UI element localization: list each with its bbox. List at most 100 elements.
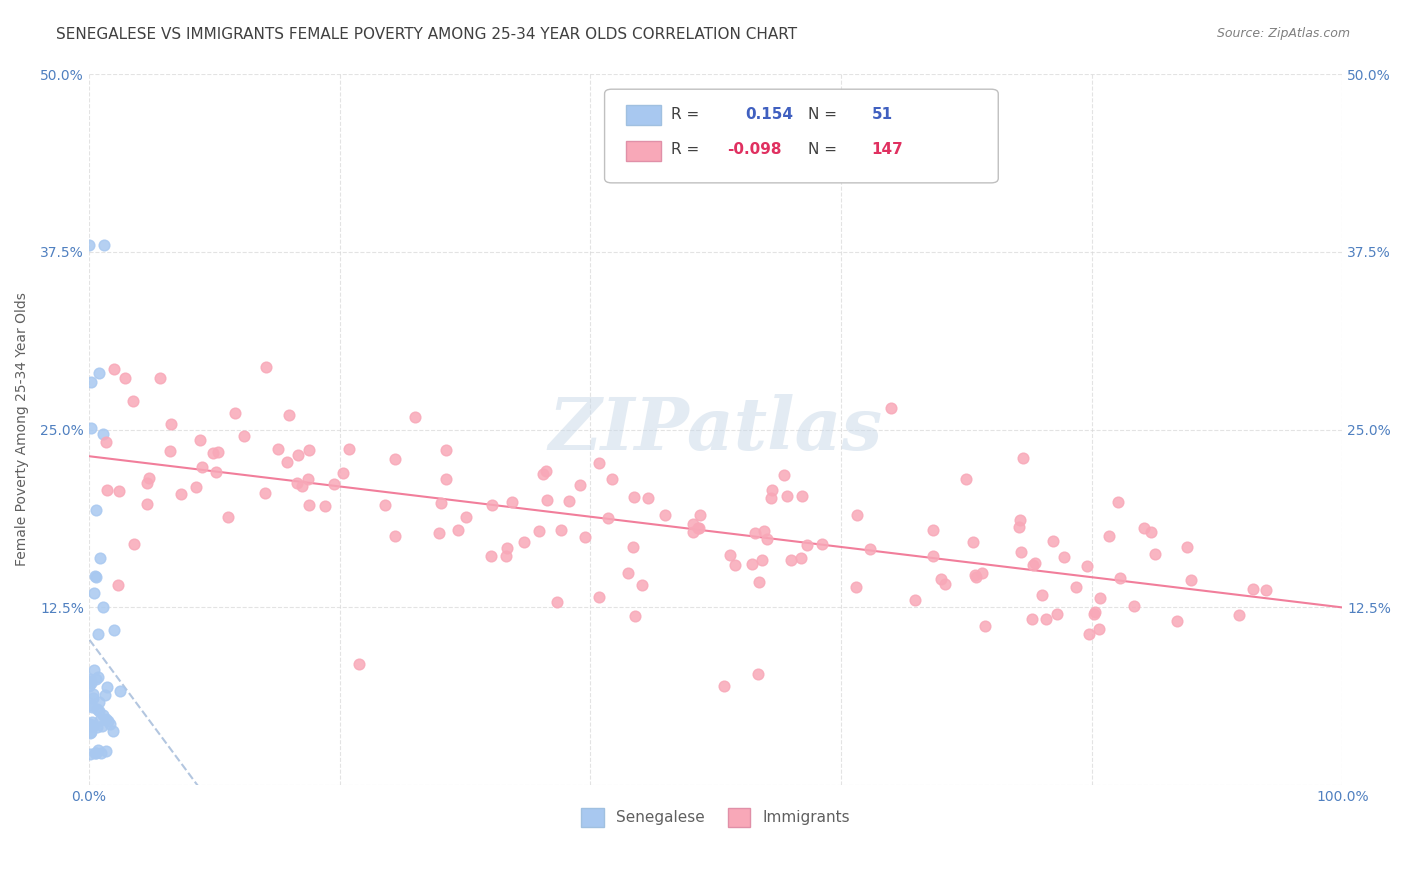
Point [955, 471, 977, 485]
Point [278, 408, 301, 422]
Point [87, 366, 110, 380]
Point [107, 578, 129, 592]
Point [1256, 582, 1278, 597]
Point [1132, 521, 1154, 535]
Point [558, 493, 581, 508]
Point [1012, 450, 1035, 465]
Point [114, 370, 136, 384]
Point [588, 590, 610, 604]
Point [80, 725, 103, 739]
Point [1088, 591, 1111, 605]
Point [94, 712, 117, 726]
Point [83, 569, 105, 583]
Point [686, 521, 709, 535]
Point [217, 509, 239, 524]
Point [384, 452, 406, 467]
Point [291, 479, 314, 493]
Point [253, 485, 276, 500]
Point [574, 530, 596, 544]
Point [481, 498, 503, 512]
Point [568, 478, 591, 492]
Point [1175, 540, 1198, 554]
Point [724, 558, 747, 572]
Point [91, 427, 114, 442]
Point [792, 489, 814, 503]
Point [77, 673, 100, 688]
Point [79, 672, 101, 686]
Y-axis label: Female Poverty Among 25-34 Year Olds: Female Poverty Among 25-34 Year Olds [15, 293, 30, 566]
Point [101, 723, 124, 738]
Point [637, 491, 659, 505]
Text: 147: 147 [872, 143, 904, 157]
Point [546, 594, 568, 608]
Point [904, 593, 927, 607]
Point [207, 444, 229, 458]
Point [384, 529, 406, 543]
Point [536, 493, 558, 508]
Point [97, 714, 120, 729]
Point [149, 370, 172, 384]
Point [103, 362, 125, 376]
Point [96, 434, 118, 449]
Point [479, 549, 502, 563]
Point [93, 237, 115, 252]
Point [713, 679, 735, 693]
Point [1035, 612, 1057, 626]
Point [621, 540, 644, 554]
Point [138, 471, 160, 485]
Point [298, 498, 321, 512]
Point [1066, 580, 1088, 594]
Point [136, 497, 159, 511]
Point [314, 500, 336, 514]
Point [205, 465, 228, 479]
Point [87, 742, 110, 756]
Point [82, 719, 104, 733]
Point [83, 746, 105, 760]
Point [752, 524, 775, 538]
Point [922, 549, 945, 564]
Point [87, 695, 110, 709]
Text: SENEGALESE VS IMMIGRANTS FEMALE POVERTY AMONG 25-34 YEAR OLDS CORRELATION CHART: SENEGALESE VS IMMIGRANTS FEMALE POVERTY … [56, 27, 797, 42]
Point [90, 746, 112, 760]
Point [534, 464, 557, 478]
Point [779, 553, 801, 567]
Point [501, 495, 523, 509]
Point [1108, 571, 1130, 585]
Point [374, 498, 396, 512]
Point [1021, 612, 1043, 626]
Point [1241, 582, 1264, 596]
Point [190, 459, 212, 474]
Point [82, 719, 104, 733]
Text: Source: ZipAtlas.com: Source: ZipAtlas.com [1216, 27, 1350, 40]
Point [347, 657, 370, 672]
Point [1024, 557, 1046, 571]
Legend: Senegalese, Immigrants: Senegalese, Immigrants [574, 800, 858, 834]
Point [973, 619, 995, 633]
Point [430, 495, 453, 509]
Point [224, 406, 246, 420]
Point [600, 472, 623, 486]
Point [160, 417, 183, 431]
Point [929, 572, 952, 586]
Point [103, 623, 125, 637]
Point [188, 433, 211, 447]
Point [87, 626, 110, 640]
Point [531, 467, 554, 482]
Point [775, 489, 797, 503]
Point [89, 550, 111, 565]
Point [90, 718, 112, 732]
Point [91, 600, 114, 615]
Text: ZIPatlas: ZIPatlas [548, 394, 883, 465]
Point [496, 541, 519, 555]
Text: R =: R = [671, 107, 699, 121]
Point [922, 523, 945, 537]
Point [84, 503, 107, 517]
Point [80, 375, 103, 389]
Point [624, 608, 647, 623]
Point [1084, 605, 1107, 619]
Point [100, 717, 122, 731]
Point [1076, 558, 1098, 573]
Point [972, 566, 994, 581]
Point [285, 475, 308, 490]
Point [747, 667, 769, 681]
